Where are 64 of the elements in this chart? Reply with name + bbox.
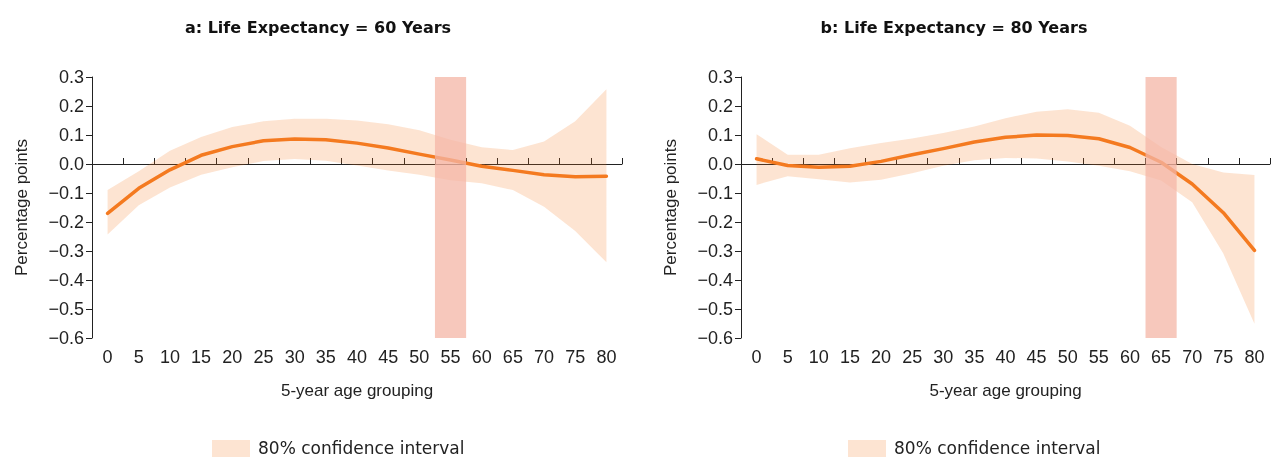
y-tick-label: −0.5 <box>697 299 733 319</box>
x-tick-label: 35 <box>315 347 336 367</box>
y-tick-label: −0.1 <box>697 183 733 203</box>
y-tick-label: 0.2 <box>58 96 84 116</box>
y-axis-title: Percentage points <box>12 138 31 277</box>
y-tick-label: −0.6 <box>697 328 733 348</box>
y-tick-label: −0.1 <box>48 183 84 203</box>
y-axis-title: Percentage points <box>661 138 680 277</box>
y-tick-label: 0.3 <box>58 67 84 87</box>
y-tick-label: −0.4 <box>48 270 84 290</box>
x-tick-label: 75 <box>1213 347 1234 367</box>
y-tick-label: −0.2 <box>697 212 733 232</box>
y-tick-label: −0.5 <box>48 299 84 319</box>
x-tick-label: 60 <box>1119 347 1140 367</box>
x-tick-label: 60 <box>471 347 492 367</box>
x-tick-label: 65 <box>1151 347 1172 367</box>
x-axis-title: 5-year age grouping <box>929 381 1082 400</box>
line-series <box>754 133 1257 253</box>
x-tick-label: 30 <box>284 347 305 367</box>
x-tick-label: 80 <box>1244 347 1265 367</box>
x-tick-label: 0 <box>751 347 762 367</box>
x-tick-label: 55 <box>1088 347 1109 367</box>
x-tick-label: 20 <box>871 347 892 367</box>
x-tick-label: 30 <box>933 347 954 367</box>
y-tick-label: −0.3 <box>697 241 733 261</box>
x-tick-label: 55 <box>440 347 461 367</box>
x-tick-label: 50 <box>1057 347 1078 367</box>
y-tick-label: 0.1 <box>707 125 733 145</box>
x-tick-label: 25 <box>253 347 274 367</box>
x-tick-label: 70 <box>534 347 555 367</box>
y-tick-label: −0.2 <box>48 212 84 232</box>
line-series <box>105 137 609 216</box>
x-tick-label: 25 <box>902 347 923 367</box>
x-tick-label: 65 <box>502 347 523 367</box>
x-tick-label: 70 <box>1182 347 1203 367</box>
x-tick-label: 45 <box>378 347 399 367</box>
x-tick-label: 80 <box>596 347 617 367</box>
y-tick-label: 0.2 <box>707 96 733 116</box>
x-tick-label: 5 <box>782 347 793 367</box>
y-tick-label: 0.1 <box>58 125 84 145</box>
chart-title: a: Life Expectancy = 60 Years <box>184 17 452 37</box>
x-tick-label: 35 <box>964 347 985 367</box>
text: 80% confidence interval <box>258 438 465 458</box>
text: 80% confidence interval <box>894 438 1101 458</box>
x-tick-label: 20 <box>222 347 243 367</box>
x-tick-label: 10 <box>159 347 180 367</box>
y-tick-label: −0.4 <box>697 270 733 290</box>
y-tick-label: 0.0 <box>707 154 733 174</box>
x-tick-label: 75 <box>565 347 586 367</box>
x-tick-label: 5 <box>133 347 144 367</box>
x-tick-label: 40 <box>346 347 368 367</box>
chart-title: b: Life Expectancy = 80 Years <box>820 17 1088 37</box>
x-tick-label: 10 <box>808 347 829 367</box>
x-tick-label: 15 <box>839 347 860 367</box>
x-tick-label: 15 <box>191 347 212 367</box>
x-tick-label: 40 <box>995 347 1016 367</box>
x-tick-label: 45 <box>1026 347 1047 367</box>
y-tick-label: 0.3 <box>707 67 733 87</box>
y-tick-label: −0.3 <box>48 241 84 261</box>
x-axis-title: 5-year age grouping <box>280 381 434 400</box>
y-tick-label: 0.0 <box>58 154 84 174</box>
x-tick-label: 50 <box>409 347 430 367</box>
y-tick-label: −0.6 <box>48 328 84 348</box>
x-tick-label: 0 <box>102 347 113 367</box>
